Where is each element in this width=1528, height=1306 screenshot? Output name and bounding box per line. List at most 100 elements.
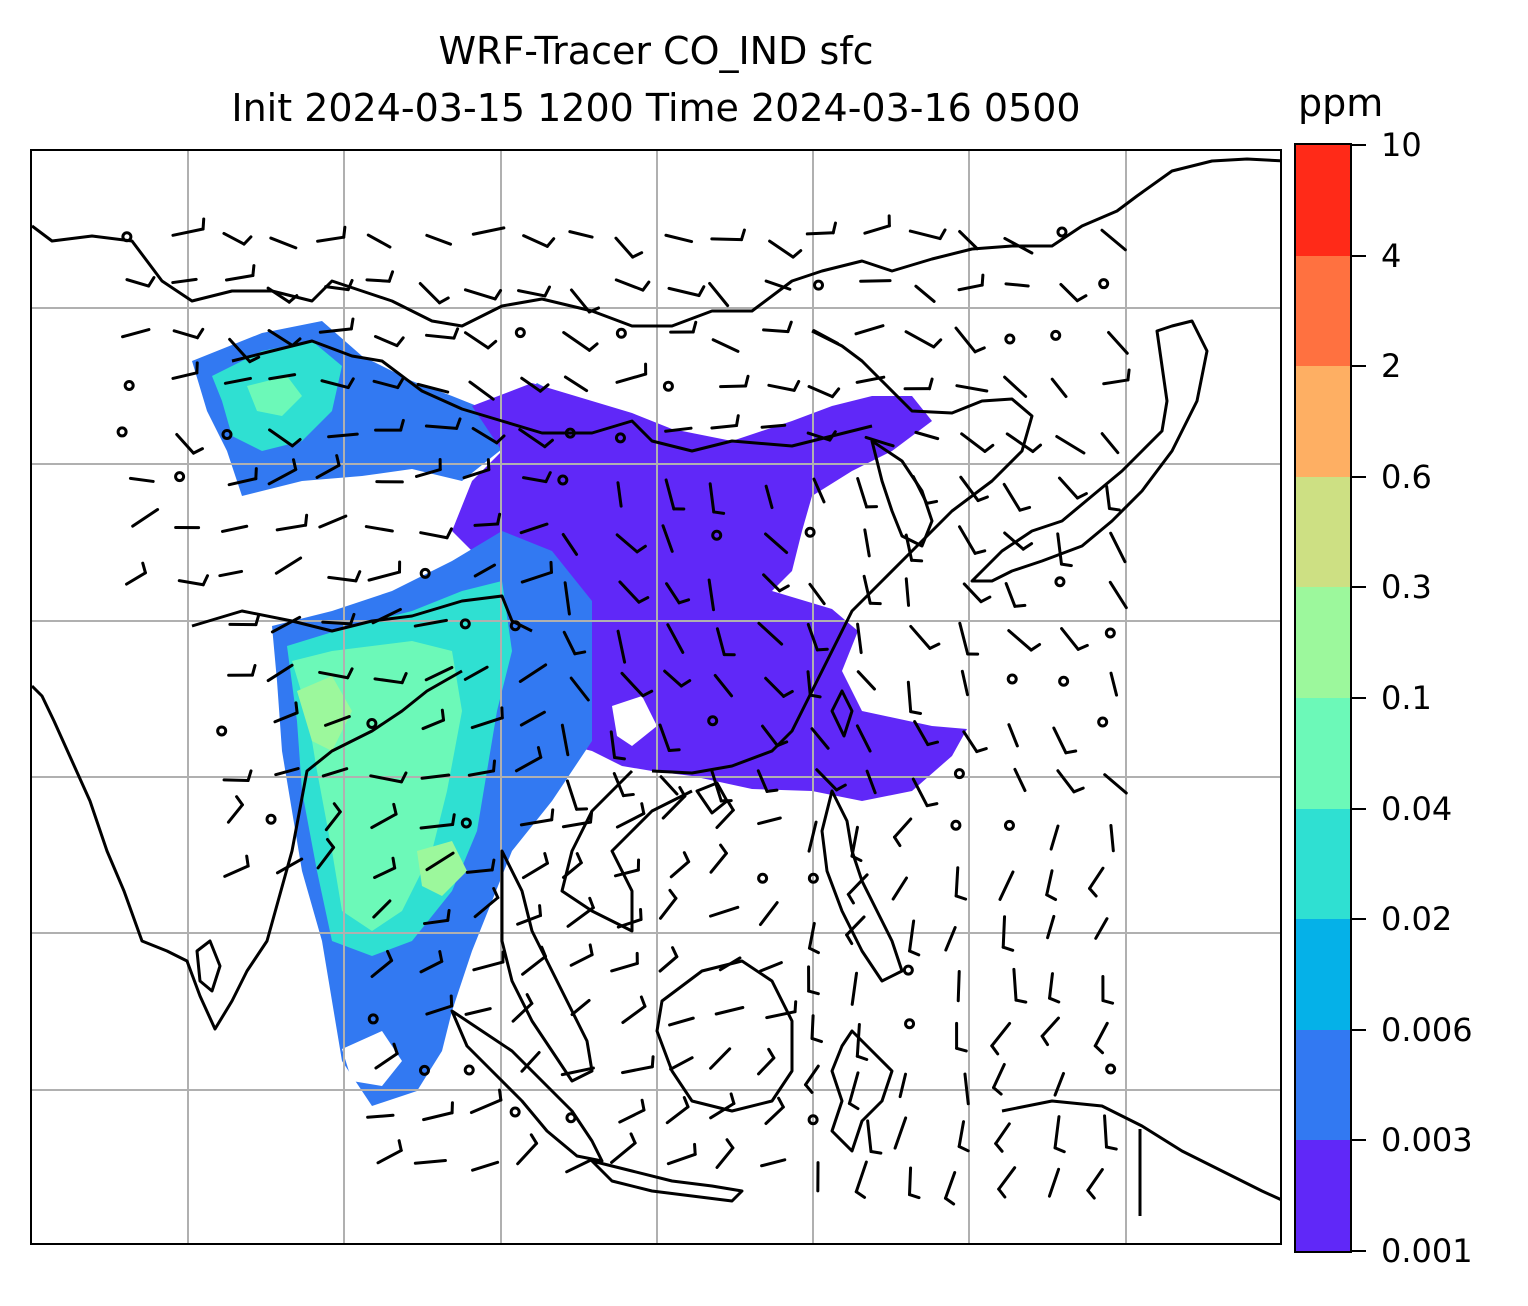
wind-barb-shaft bbox=[661, 794, 687, 820]
colorbar-segment bbox=[1296, 587, 1350, 699]
chart-title-line2: Init 2024-03-15 1200 Time 2024-03-16 050… bbox=[231, 86, 1081, 130]
colorbar-tick-label: 2 bbox=[1381, 347, 1402, 386]
wind-barb-shaft bbox=[810, 1014, 815, 1040]
wind-barb-shaft bbox=[616, 918, 643, 929]
wind-barb-shaft bbox=[275, 857, 304, 875]
wind-barb-flag bbox=[536, 746, 543, 759]
wind-barb-flag bbox=[395, 336, 405, 348]
coastline-sulawesi bbox=[830, 1029, 894, 1153]
wind-barb-shaft bbox=[669, 860, 691, 879]
wind-barb-shaft bbox=[659, 775, 679, 796]
colorbar-segment bbox=[1296, 1029, 1350, 1141]
wind-barb-flag bbox=[997, 1187, 1007, 1199]
wind-barb-shaft bbox=[318, 514, 348, 529]
wind-barb-flag bbox=[677, 598, 691, 605]
wind-barb-shaft bbox=[321, 620, 353, 626]
wind-barb-flag bbox=[141, 561, 147, 575]
wind-barb-shaft bbox=[121, 328, 151, 339]
wind-barb-shaft bbox=[1003, 375, 1028, 398]
wind-barb-flag bbox=[399, 771, 408, 784]
wind-barb-shaft bbox=[767, 383, 796, 392]
colorbar-tick bbox=[1352, 586, 1366, 589]
wind-barb-shaft bbox=[562, 331, 591, 352]
wind-barb-shaft bbox=[944, 926, 957, 952]
wind-barb-shaft bbox=[955, 384, 989, 393]
wind-barb-shaft bbox=[863, 224, 891, 235]
wind-barb-flag bbox=[346, 377, 355, 390]
wind-barb-shaft bbox=[1046, 914, 1056, 940]
wind-barb-flag bbox=[908, 949, 921, 957]
colorbar-tick-label: 0.001 bbox=[1381, 1232, 1473, 1270]
wind-barb-shaft bbox=[664, 233, 694, 244]
wind-barb-shaft bbox=[521, 476, 548, 484]
wind-barb-shaft bbox=[850, 971, 859, 1006]
wind-barb-shaft bbox=[463, 288, 497, 301]
wind-barb-flag bbox=[452, 327, 460, 340]
wind-barb-shaft bbox=[911, 777, 929, 808]
wind-barb-flag bbox=[719, 843, 728, 855]
wind-barb-shaft bbox=[419, 823, 455, 830]
colorbar-tick-label: 0.003 bbox=[1381, 1121, 1473, 1160]
wind-barb-flag bbox=[543, 852, 549, 865]
colorbar-tick bbox=[1352, 254, 1366, 257]
wind-barb-shaft bbox=[471, 427, 499, 445]
wind-barb-flag bbox=[908, 1193, 921, 1200]
wind-barb-flag bbox=[928, 642, 941, 650]
wind-barb-shaft bbox=[715, 627, 726, 657]
wind-barb-shaft bbox=[668, 1016, 695, 1027]
colorbar-segment bbox=[1296, 476, 1350, 588]
wind-barb-shaft bbox=[1086, 1168, 1104, 1192]
colorbar-tick-label: 0.006 bbox=[1381, 1010, 1473, 1049]
map-panel bbox=[30, 149, 1282, 1245]
wind-barb-flag bbox=[392, 1042, 399, 1056]
wind-barb-shaft bbox=[904, 330, 936, 349]
wind-barb-flag bbox=[354, 570, 362, 583]
wind-barb-shaft bbox=[1004, 282, 1030, 288]
wind-barb-shaft bbox=[321, 767, 349, 778]
calm-marker bbox=[463, 1064, 475, 1076]
wind-barb-flag bbox=[640, 1098, 646, 1112]
wind-barb-shaft bbox=[562, 630, 577, 656]
wind-barb-shaft bbox=[1007, 629, 1033, 652]
wind-barb-shaft bbox=[862, 574, 872, 605]
calm-marker bbox=[711, 529, 723, 541]
wind-barb-shaft bbox=[463, 331, 490, 350]
wind-barb-shaft bbox=[1055, 434, 1086, 455]
wind-barb-flag bbox=[807, 989, 820, 996]
calm-marker bbox=[123, 379, 135, 391]
wind-barb-shaft bbox=[315, 463, 341, 479]
wind-barb-flag bbox=[486, 339, 498, 350]
calm-marker bbox=[1004, 333, 1016, 345]
wind-barb-flag bbox=[588, 943, 594, 957]
calm-marker bbox=[813, 279, 825, 291]
wind-barb-flag bbox=[1076, 643, 1089, 651]
wind-barb-flag bbox=[613, 755, 626, 761]
wind-barb-flag bbox=[325, 837, 336, 849]
wind-barb-shaft bbox=[1056, 769, 1076, 794]
wind-barb-shaft bbox=[710, 768, 723, 803]
wind-barb-shaft bbox=[473, 563, 497, 578]
wind-barb-shaft bbox=[222, 778, 250, 783]
calm-marker bbox=[707, 715, 719, 727]
wind-barb-flag bbox=[1104, 1145, 1118, 1151]
wind-barb-shaft bbox=[963, 1072, 970, 1106]
wind-barb-shaft bbox=[1108, 580, 1128, 610]
wind-barb-shaft bbox=[992, 1062, 1006, 1090]
wind-barb-shaft bbox=[807, 820, 818, 853]
wind-barb-shaft bbox=[620, 1065, 654, 1075]
wind-barb-shaft bbox=[226, 803, 244, 824]
wind-barb-shaft bbox=[959, 475, 980, 503]
wind-barb-flag bbox=[629, 1132, 637, 1145]
wind-barb-shaft bbox=[1053, 1115, 1061, 1150]
wind-barb-shaft bbox=[610, 961, 639, 973]
wind-barb-shaft bbox=[425, 233, 453, 246]
wind-barb-shaft bbox=[960, 432, 987, 453]
wind-barb-shaft bbox=[223, 376, 252, 385]
wind-barb-shaft bbox=[424, 665, 454, 682]
wind-barb-shaft bbox=[667, 286, 701, 298]
wind-barb-flag bbox=[573, 650, 587, 656]
wind-barb-shaft bbox=[859, 279, 892, 283]
wind-barb-shaft bbox=[1002, 482, 1022, 512]
wind-barb-shaft bbox=[908, 229, 942, 241]
wind-barb-shaft bbox=[316, 845, 336, 870]
